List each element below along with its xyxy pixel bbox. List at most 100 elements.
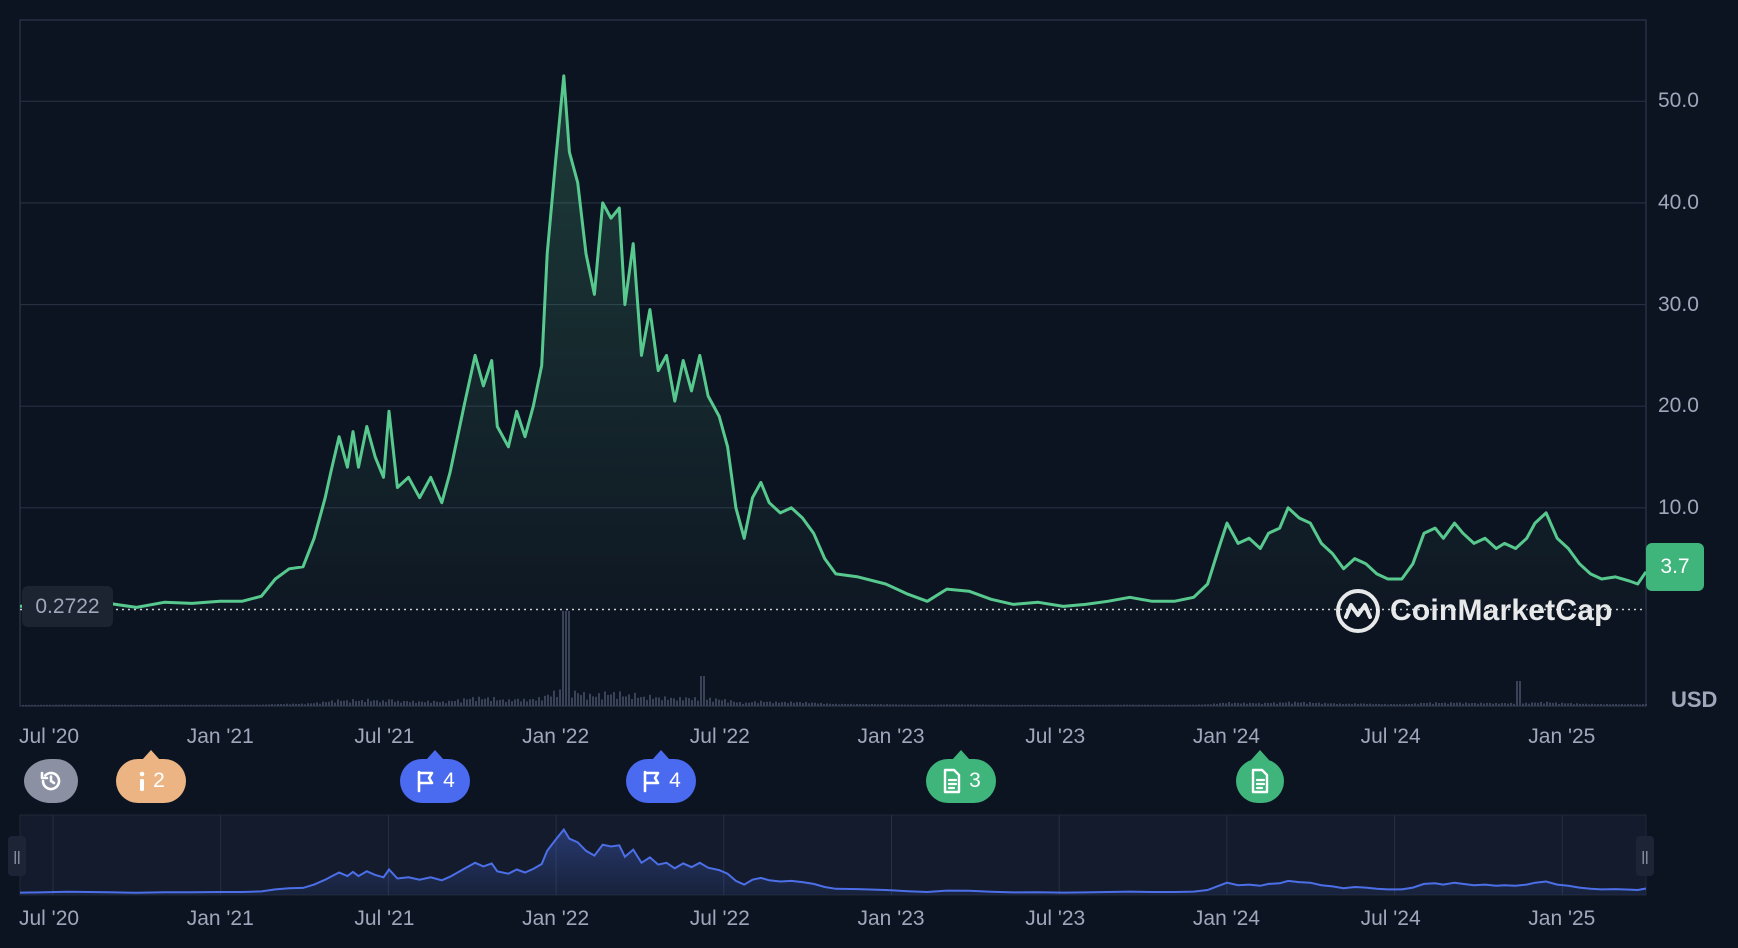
navigator-line bbox=[19, 827, 1647, 894]
volume-bar bbox=[1444, 702, 1446, 706]
volume-bar bbox=[787, 703, 789, 706]
volume-bar bbox=[1498, 703, 1500, 706]
volume-bar bbox=[202, 704, 204, 706]
volume-bar bbox=[22, 704, 24, 706]
volume-bar bbox=[358, 700, 360, 706]
volume-bar bbox=[1216, 703, 1218, 706]
volume-bar bbox=[1246, 703, 1248, 706]
flag-icon bbox=[641, 769, 663, 793]
volume-bar bbox=[256, 704, 258, 706]
volume-bar bbox=[130, 704, 132, 706]
volume-bar bbox=[1093, 704, 1095, 706]
x-tick-label: Jan '22 bbox=[522, 725, 590, 748]
volume-bar bbox=[1390, 704, 1392, 706]
volume-bar bbox=[403, 701, 405, 706]
volume-bar bbox=[520, 701, 522, 706]
volume-bar bbox=[385, 701, 387, 706]
volume-bar bbox=[862, 704, 864, 706]
event-marker-flag[interactable]: 4 bbox=[626, 750, 696, 803]
volume-bar bbox=[88, 704, 90, 706]
volume-bar bbox=[1009, 704, 1011, 706]
event-marker-history[interactable] bbox=[24, 759, 78, 803]
volume-bar bbox=[103, 704, 105, 706]
event-marker-document[interactable]: 3 bbox=[926, 750, 996, 803]
x-tick-label: Jul '23 bbox=[1025, 725, 1086, 748]
volume-bar bbox=[352, 699, 354, 706]
volume-bar bbox=[1225, 703, 1227, 706]
volume-bar bbox=[1540, 701, 1542, 706]
volume-bar bbox=[157, 704, 159, 706]
navigator-x-tick-label: Jan '21 bbox=[186, 907, 254, 930]
volume-bar bbox=[1381, 704, 1383, 706]
volume-bar bbox=[1627, 704, 1629, 706]
price-area-fill bbox=[20, 75, 1646, 610]
volume-bar bbox=[925, 704, 927, 706]
volume-bar bbox=[811, 702, 813, 706]
volume-bar bbox=[340, 700, 342, 706]
volume-bar bbox=[1051, 704, 1053, 706]
volume-bar bbox=[1072, 704, 1074, 706]
volume-bar bbox=[691, 700, 693, 706]
volume-bar bbox=[115, 704, 117, 706]
volume-bar bbox=[1075, 704, 1077, 706]
volume-bar bbox=[814, 702, 816, 706]
volume-bar bbox=[1309, 702, 1311, 706]
volume-bar bbox=[1117, 704, 1119, 706]
volume-bar bbox=[391, 699, 393, 706]
volume-bar bbox=[328, 701, 330, 706]
volume-bar bbox=[376, 700, 378, 706]
volume-bar bbox=[268, 704, 270, 706]
navigator-x-tick-label: Jan '22 bbox=[522, 907, 590, 930]
volume-bar bbox=[241, 704, 243, 706]
range-handle-left[interactable]: || bbox=[8, 836, 26, 876]
volume-bar bbox=[715, 698, 717, 706]
volume-bar bbox=[601, 699, 603, 706]
volume-bar bbox=[1564, 703, 1566, 706]
volume-bar bbox=[58, 704, 60, 706]
volume-bar bbox=[64, 704, 66, 706]
volume-bar bbox=[808, 703, 810, 706]
volume-bar bbox=[964, 704, 966, 706]
event-marker-document[interactable] bbox=[1236, 750, 1284, 803]
volume-bar bbox=[187, 704, 189, 706]
volume-bar bbox=[112, 704, 114, 706]
volume-bar bbox=[1030, 704, 1032, 706]
y-tick-label: 10.0 bbox=[1658, 495, 1699, 519]
range-handle-right[interactable]: || bbox=[1636, 836, 1654, 876]
volume-bar bbox=[229, 704, 231, 706]
volume-bar bbox=[643, 696, 645, 706]
volume-bar bbox=[1555, 702, 1557, 706]
volume-bar bbox=[1312, 702, 1314, 706]
volume-bar bbox=[298, 703, 300, 706]
volume-bar bbox=[1144, 704, 1146, 706]
volume-bar bbox=[1318, 702, 1320, 706]
y-tick-label: 50.0 bbox=[1658, 89, 1699, 113]
volume-bar bbox=[1579, 703, 1581, 706]
volume-bar bbox=[934, 704, 936, 706]
volume-bar bbox=[145, 704, 147, 706]
volume-bar bbox=[67, 704, 69, 706]
volume-bar bbox=[580, 695, 582, 706]
volume-bar bbox=[895, 704, 897, 706]
range-navigator[interactable] bbox=[19, 814, 1647, 896]
volume-bar bbox=[142, 704, 144, 706]
volume-bar bbox=[475, 701, 477, 706]
volume-bar bbox=[961, 704, 963, 706]
volume-bar bbox=[151, 704, 153, 706]
volume-bar bbox=[640, 697, 642, 706]
volume-bar bbox=[844, 704, 846, 706]
volume-bar bbox=[1639, 704, 1641, 706]
volume-bar bbox=[1231, 703, 1233, 706]
volume-bar bbox=[991, 704, 993, 706]
volume-bar bbox=[946, 704, 948, 706]
event-marker-flag[interactable]: 4 bbox=[400, 750, 470, 803]
volume-bar bbox=[286, 703, 288, 706]
volume-bar bbox=[271, 704, 273, 706]
volume-bar bbox=[1462, 703, 1464, 706]
volume-bar bbox=[79, 704, 81, 706]
event-marker-info[interactable]: 2 bbox=[116, 750, 186, 803]
volume-bar bbox=[442, 701, 444, 706]
volume-bar bbox=[790, 701, 792, 706]
volume-bar bbox=[1606, 703, 1608, 706]
